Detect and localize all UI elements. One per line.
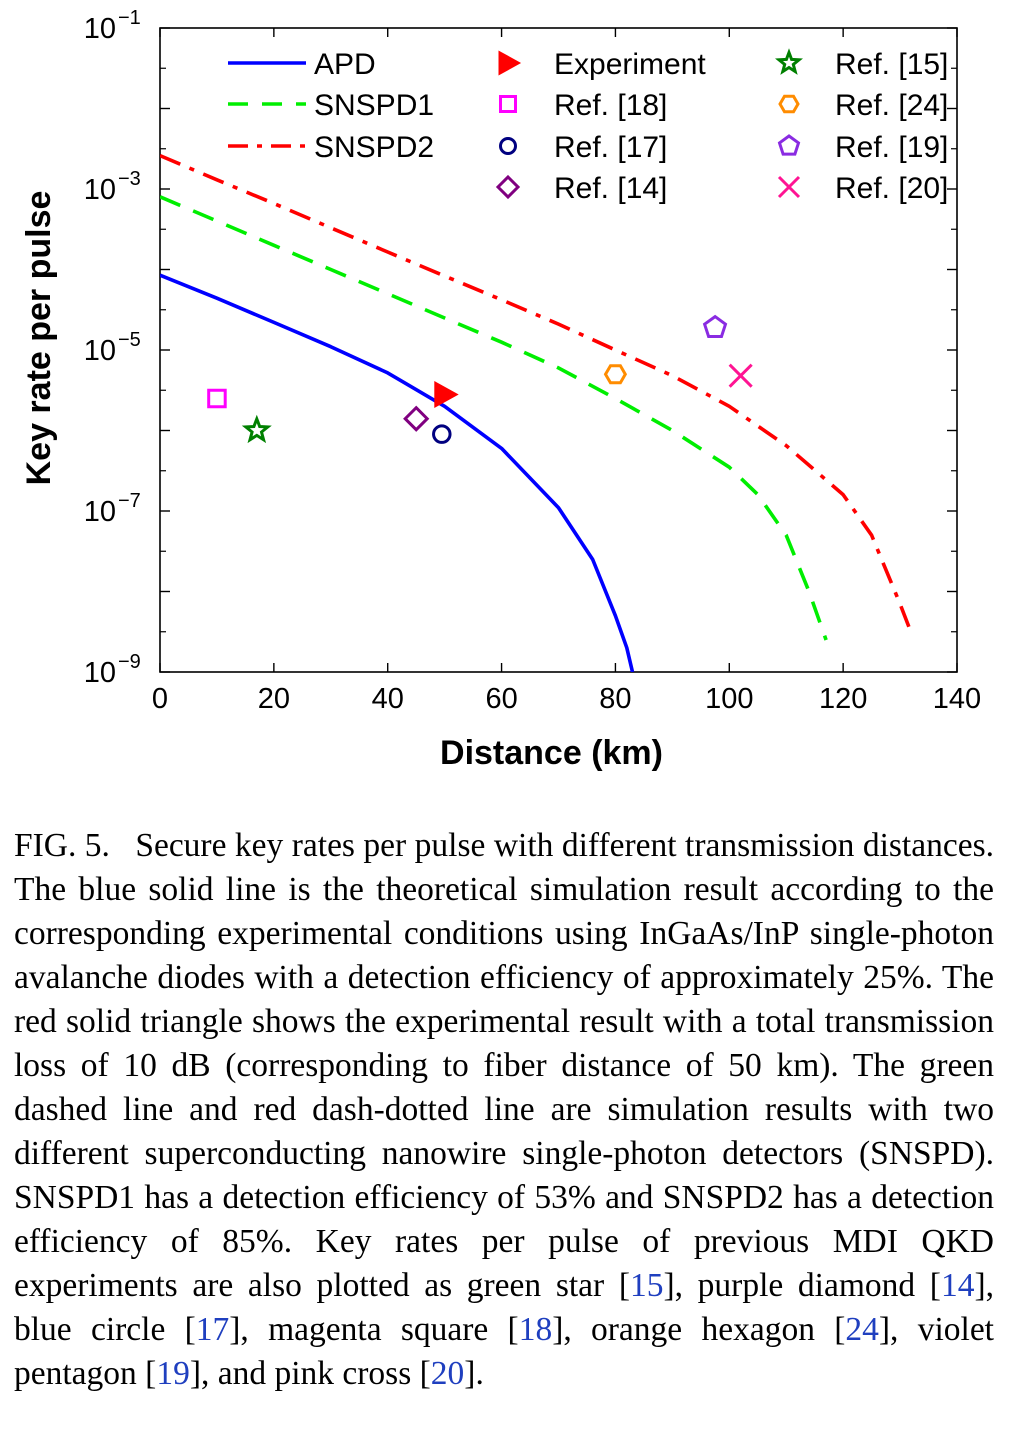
caption-citation-link[interactable]: 20 xyxy=(430,1355,465,1392)
y-tick-label-exponent: −5 xyxy=(118,329,141,351)
legend-marker-star xyxy=(775,48,803,75)
legend-marker-square xyxy=(499,95,517,113)
caption-citation-link[interactable]: 24 xyxy=(845,1311,879,1348)
series-line-snspd1 xyxy=(160,195,828,641)
caption-citation-link[interactable]: 15 xyxy=(630,1267,664,1304)
data-point-pentagon xyxy=(702,314,728,338)
y-tick-label: 10 xyxy=(84,335,116,367)
legend-label: Ref. [19] xyxy=(835,131,948,164)
x-tick-label: 20 xyxy=(258,683,290,715)
series-line-snspd2 xyxy=(160,153,914,635)
figure-caption: FIG. 5. Secure key rates per pulse with … xyxy=(14,824,994,1396)
legend-label: Ref. [20] xyxy=(835,172,948,205)
legend-marker-triangle-right xyxy=(498,50,522,76)
legend-label: Ref. [24] xyxy=(835,89,948,122)
caption-text: ], purple diamond [ xyxy=(663,1267,941,1304)
y-tick-label-exponent: −3 xyxy=(118,168,141,190)
legend-label: SNSPD2 xyxy=(314,131,434,164)
x-tick-label: 40 xyxy=(372,683,404,715)
data-point-square xyxy=(207,388,227,409)
y-tick-label: 10 xyxy=(84,174,116,206)
caption-text: ], violet pentagon [ xyxy=(14,1311,994,1392)
x-tick-label: 60 xyxy=(485,683,517,715)
legend-marker-pentagon xyxy=(777,134,801,156)
legend-marker-hexagon xyxy=(778,94,800,114)
y-axis-label: Key rate per pulse xyxy=(20,191,58,486)
legend-label: Ref. [14] xyxy=(554,172,667,205)
legend-label: APD xyxy=(314,48,376,81)
legend-marker-diamond xyxy=(495,174,521,200)
series-line-apd xyxy=(160,273,635,672)
caption-body: Secure key rates per pulse with differen… xyxy=(14,827,994,1392)
x-tick-label: 100 xyxy=(705,683,753,715)
y-tick-label-exponent: −1 xyxy=(118,7,141,29)
caption-text: ], magenta square [ xyxy=(229,1311,519,1348)
caption-citation-link[interactable]: 19 xyxy=(156,1355,190,1392)
data-point-hexagon xyxy=(603,364,628,385)
x-tick-label: 120 xyxy=(819,683,867,715)
x-tick-label: 140 xyxy=(933,683,981,715)
legend-label: Ref. [18] xyxy=(554,89,667,122)
legend-label: Ref. [17] xyxy=(554,131,667,164)
y-tick-label-exponent: −9 xyxy=(118,651,141,673)
x-axis-label: Distance (km) xyxy=(440,734,663,772)
legend-marker-circle xyxy=(499,137,517,155)
caption-citation-link[interactable]: 17 xyxy=(195,1311,230,1348)
caption-text: ], blue circle [ xyxy=(14,1267,994,1348)
data-point-circle xyxy=(432,424,452,444)
plot-frame xyxy=(159,27,958,673)
y-tick-label-exponent: −7 xyxy=(118,490,141,512)
data-point-star xyxy=(241,414,272,444)
chart: 0 20 40 60 80 100 120 140 10 −9 10 −7 10 −5 10 −3 10 −1 Di… xyxy=(20,7,981,772)
y-tick-label: 10 xyxy=(84,13,116,45)
caption-text: ]. xyxy=(464,1355,484,1392)
legend-label: Ref. [15] xyxy=(835,48,948,81)
caption-text: ], orange hexagon [ xyxy=(552,1311,846,1348)
data-point-diamond xyxy=(403,405,430,432)
y-tick-label: 10 xyxy=(84,496,116,528)
x-tick-label: 80 xyxy=(599,683,631,715)
caption-text: Secure key rates per pulse with differen… xyxy=(14,827,995,1304)
data-point-cross xyxy=(728,363,753,388)
y-tick-label: 10 xyxy=(84,657,116,689)
data-point-triangle-right xyxy=(434,380,459,409)
legend-label: SNSPD1 xyxy=(314,89,434,122)
caption-text: ], and pink cross [ xyxy=(189,1355,431,1392)
legend-label: Experiment xyxy=(554,48,706,81)
legend-marker-cross xyxy=(777,175,801,199)
x-tick-label: 0 xyxy=(152,683,168,715)
caption-citation-link[interactable]: 18 xyxy=(518,1311,553,1348)
caption-citation-link[interactable]: 14 xyxy=(940,1267,975,1304)
caption-lead: FIG. 5. xyxy=(14,827,110,864)
